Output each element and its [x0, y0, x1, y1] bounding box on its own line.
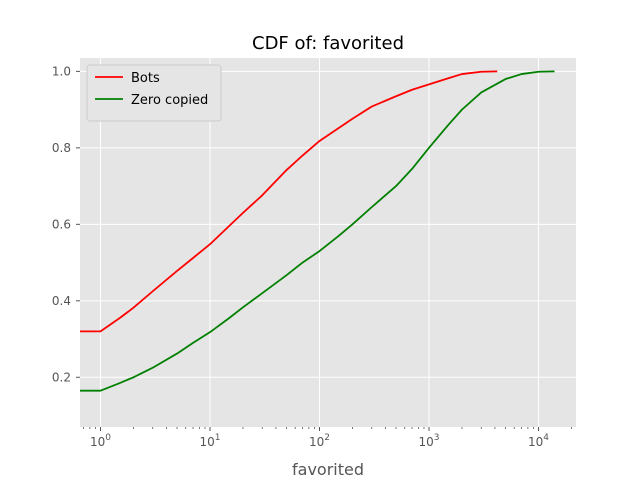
y-tick-label: 0.8 [52, 141, 71, 155]
chart-title: CDF of: favorited [252, 33, 404, 54]
x-tick-base: 10 [90, 435, 105, 449]
y-tick-label: 0.4 [52, 294, 71, 308]
y-tick-label: 0.2 [52, 370, 71, 384]
y-tick-label: 1.0 [52, 64, 71, 78]
x-tick-label: 104 [528, 433, 549, 449]
series-line-2 [80, 70, 555, 392]
x-tick-exponent: 4 [543, 433, 549, 443]
series-line-1 [80, 70, 498, 333]
legend: Bots Zero copied [86, 64, 222, 122]
y-axis: 0.2 0.4 0.6 0.8 1.0 [52, 64, 80, 384]
x-tick-base: 10 [309, 435, 324, 449]
x-tick-base: 10 [418, 435, 433, 449]
x-tick-label: 100 [90, 433, 111, 449]
x-tick-label: 102 [309, 433, 330, 449]
x-tick-base: 10 [528, 435, 543, 449]
series-group [80, 70, 555, 392]
x-axis-label: favorited [292, 460, 364, 479]
x-axis: 100 101 102 103 104 [83, 427, 572, 449]
x-tick-label: 101 [199, 433, 220, 449]
y-tick-label: 0.6 [52, 217, 71, 231]
legend-label: Bots [131, 71, 160, 86]
x-tick-exponent: 1 [215, 433, 221, 443]
x-tick-exponent: 3 [434, 433, 440, 443]
x-tick-label: 103 [418, 433, 439, 449]
x-tick-base: 10 [199, 435, 214, 449]
legend-label: Zero copied [131, 93, 208, 108]
x-tick-exponent: 0 [105, 433, 111, 443]
legend-box [86, 64, 222, 122]
x-tick-exponent: 2 [324, 433, 330, 443]
